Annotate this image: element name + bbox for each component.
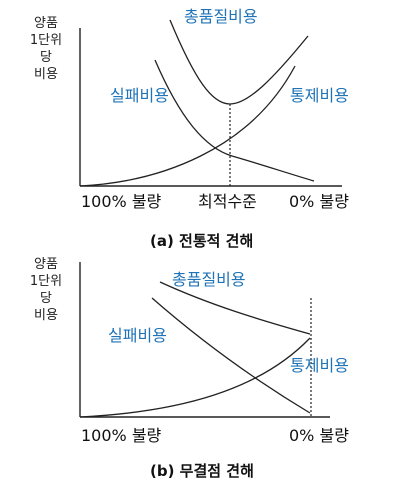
panel-b-y-label-line-3: 당 (40, 291, 52, 306)
panel-a-control-cost-curve (79, 65, 296, 187)
panel-b-control-cost-label: 통제비용 (290, 356, 349, 375)
panel-b-x-label-right: 0% 불량 (289, 426, 349, 445)
panel-b-failure-cost-curve (151, 297, 311, 414)
panel-a-total-cost-label: 총품질비용 (184, 7, 258, 26)
panel-a-x-label-right: 0% 불량 (289, 192, 349, 211)
panel-a-axes (79, 28, 342, 187)
panel-a-y-label-line-1: 양품 (34, 16, 58, 31)
panel-a-caption: (a) 전통적 견해 (150, 232, 254, 250)
panel-a-control-cost-label: 통제비용 (290, 86, 349, 105)
panel-a-failure-cost-label: 실패비용 (110, 86, 169, 105)
panel-b-x-label-left: 100% 불량 (81, 426, 162, 445)
panel-b-control-cost-curve (79, 337, 311, 418)
panel-a-y-label-line-2: 1단위 (29, 33, 63, 48)
panel-b-y-label-line-4: 비용 (34, 308, 58, 323)
panel-b-y-axis-label: 양품 1단위 당 비용 (26, 256, 66, 324)
panel-a-total-cost-curve (169, 19, 309, 105)
panel-b-y-label-line-2: 1단위 (29, 274, 63, 289)
panel-a-x-label-middle: 최적수준 (198, 192, 257, 211)
panel-a-y-label-line-3: 당 (40, 50, 52, 65)
panel-a-failure-cost-curve (154, 59, 315, 182)
panel-a-x-label-left: 100% 불량 (81, 192, 162, 211)
panel-a-y-label-line-4: 비용 (34, 67, 58, 82)
panel-a-y-axis-label: 양품 1단위 당 비용 (26, 15, 66, 83)
panel-b-axes (79, 262, 330, 418)
panel-b-total-cost-curve (159, 281, 311, 335)
panel-b-total-cost-label: 총품질비용 (172, 270, 246, 289)
panel-b-y-label-line-1: 양품 (34, 257, 58, 272)
panel-b-caption: (b) 무결점 견해 (150, 462, 254, 480)
panel-b-failure-cost-label: 실패비용 (108, 326, 167, 345)
